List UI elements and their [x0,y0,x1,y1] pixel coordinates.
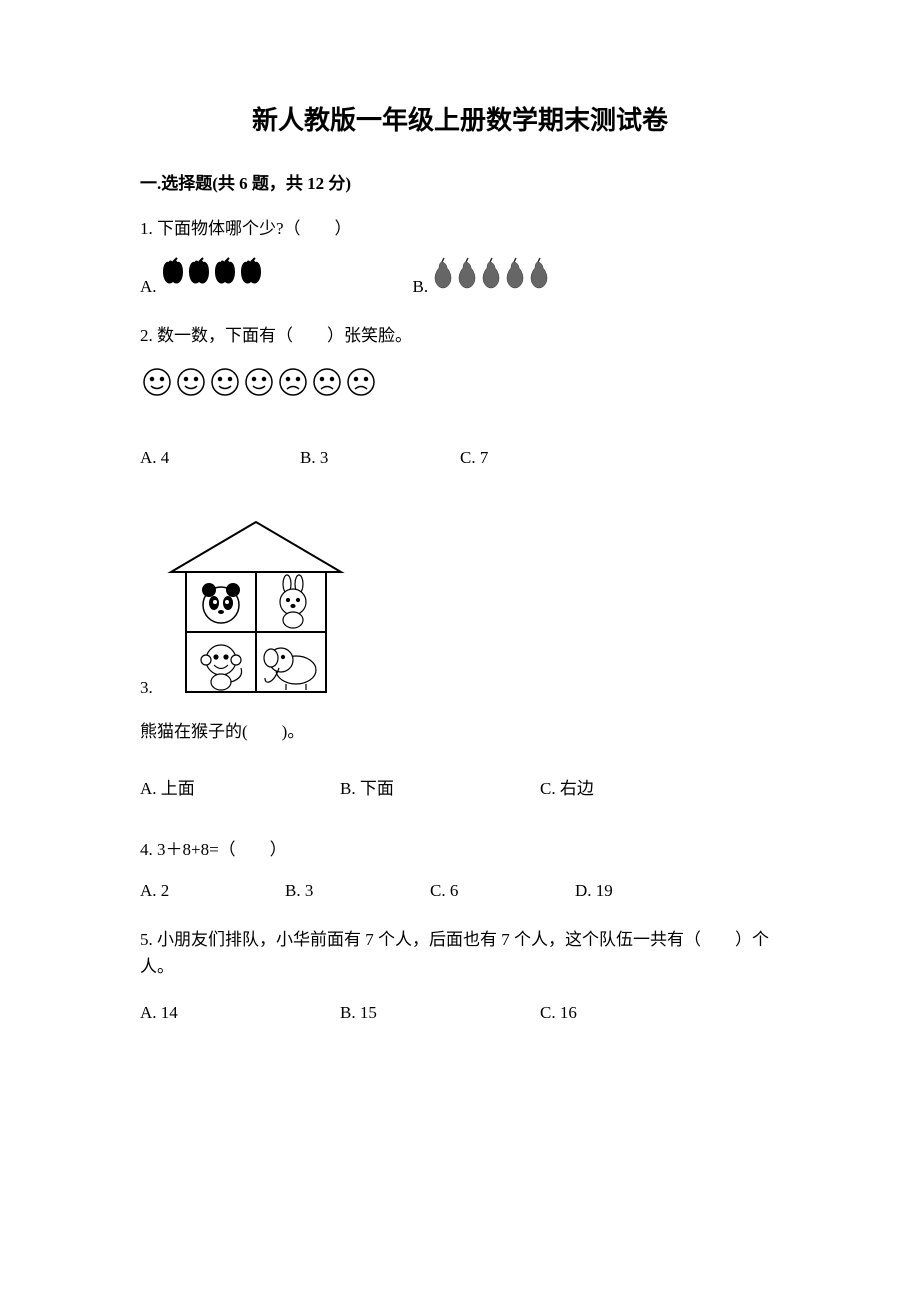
q5-optB: B. 15 [340,999,540,1026]
q4-optA: A. 2 [140,877,285,904]
question-3: 3. [140,512,780,802]
q5-optC: C. 16 [540,999,700,1026]
q2-text: 2. 数一数，下面有（ ）张笑脸。 [140,322,780,349]
q1-optB-label: B. [413,273,429,300]
q5-optA: A. 14 [140,999,340,1026]
q3-prefix: 3. [140,674,153,701]
q5-text: 5. 小朋友们排队，小华前面有 7 个人，后面也有 7 个人，这个队伍一共有（ … [140,926,780,980]
q1-option-a: A. [140,256,273,300]
q3-optA: A. 上面 [140,775,340,802]
q5-options: A. 14 B. 15 C. 16 [140,999,780,1026]
q2-options: A. 4 B. 3 C. 7 [140,444,780,471]
faces-row [140,365,780,414]
q2-optC: C. 7 [460,444,620,471]
q3-optC: C. 右边 [540,775,700,802]
q3-optB: B. 下面 [340,775,540,802]
q4-options: A. 2 B. 3 C. 6 D. 19 [140,877,780,904]
q1-option-b: B. [413,256,565,300]
question-5: 5. 小朋友们排队，小华前面有 7 个人，后面也有 7 个人，这个队伍一共有（ … [140,926,780,1026]
q1-optA-label: A. [140,273,157,300]
q4-optB: B. 3 [285,877,430,904]
apples-group [163,256,273,300]
q2-optB: B. 3 [300,444,460,471]
q1-text: 1. 下面物体哪个少?（ ） [140,215,780,242]
q3-options: A. 上面 B. 下面 C. 右边 [140,775,780,802]
question-1: 1. 下面物体哪个少?（ ） A. B. [140,215,780,300]
section-header: 一.选择题(共 6 题，共 12 分) [140,170,780,197]
pears-group [434,256,564,300]
q4-text: 4. 3＋8+8=（ ） [140,836,780,863]
question-2: 2. 数一数，下面有（ ）张笑脸。 A. 4 B. 3 C. 7 [140,322,780,471]
page-title: 新人教版一年级上册数学期末测试卷 [140,100,780,142]
question-4: 4. 3＋8+8=（ ） A. 2 B. 3 C. 6 D. 19 [140,836,780,904]
house-diagram [161,512,351,702]
q3-text: 熊猫在猴子的( )。 [140,718,780,745]
q2-optA: A. 4 [140,444,300,471]
q4-optD: D. 19 [575,877,720,904]
q4-optC: C. 6 [430,877,575,904]
